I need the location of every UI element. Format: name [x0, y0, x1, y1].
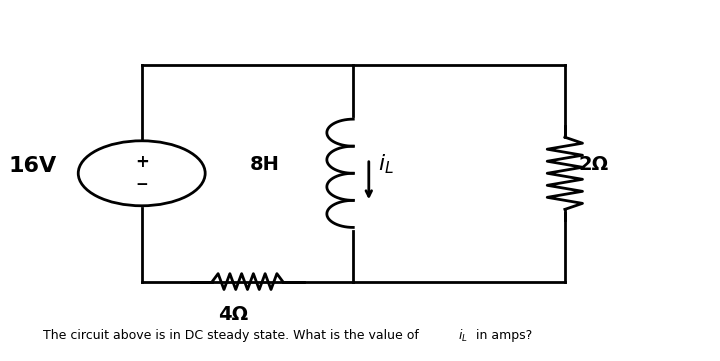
Text: $i_L$: $i_L$ — [458, 328, 467, 344]
Text: −: − — [135, 177, 148, 192]
Text: 4Ω: 4Ω — [218, 305, 248, 323]
Text: The circuit above is in DC steady state. What is the value of: The circuit above is in DC steady state.… — [43, 329, 423, 342]
Text: in amps?: in amps? — [472, 329, 532, 342]
Text: 8H: 8H — [249, 155, 279, 174]
Text: 2Ω: 2Ω — [579, 155, 609, 174]
Text: 16V: 16V — [9, 156, 57, 176]
Text: $i_L$: $i_L$ — [378, 152, 394, 176]
Text: +: + — [135, 153, 148, 171]
